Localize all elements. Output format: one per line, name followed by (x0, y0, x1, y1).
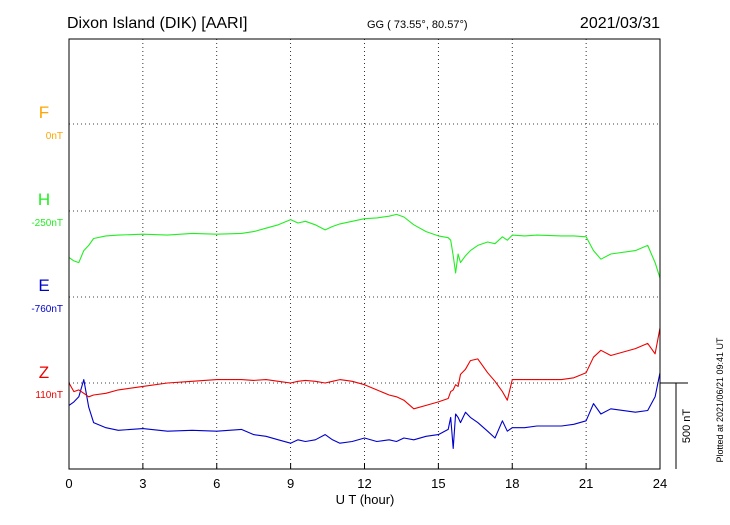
station-title: Dixon Island (DIK) [AARI] (67, 15, 248, 32)
series-name-z: Z (39, 363, 49, 382)
plotted-note: Plotted at 2021/06/21 09:41 UT (715, 337, 725, 463)
series-line-h (68, 213, 661, 279)
series-layer (68, 213, 661, 449)
x-tick-label: 12 (357, 476, 371, 491)
baseline-label-f: 0nT (46, 131, 63, 142)
baseline-label-z: 110nT (35, 390, 63, 401)
baseline-label-h: -250nT (31, 218, 63, 229)
x-tick-label: 24 (653, 476, 667, 491)
scale-bar: 500 nT (660, 382, 693, 469)
x-tick-label: 15 (431, 476, 445, 491)
station-coordinates: GG ( 73.55°, 80.57°) (367, 19, 468, 31)
label-layer: F 0nT H -250nT E -760nT Z 110nT (31, 103, 63, 401)
scale-bar-label: 500 nT (681, 409, 693, 444)
x-tick-label: 3 (139, 476, 146, 491)
grid-layer (69, 39, 660, 469)
baseline-label-e: -760nT (31, 304, 63, 315)
series-name-e: E (38, 276, 49, 295)
series-name-h: H (38, 190, 50, 209)
x-tick-label: 21 (579, 476, 593, 491)
axis-layer: 0 3 6 9 12 15 18 21 24 (65, 463, 667, 491)
x-axis-label: U T (hour) (336, 492, 395, 507)
series-line-e (68, 372, 661, 449)
x-tick-label: 9 (287, 476, 294, 491)
series-name-f: F (39, 103, 49, 122)
x-tick-label: 0 (65, 476, 72, 491)
chart-date: 2021/03/31 (580, 15, 660, 32)
x-tick-label: 6 (213, 476, 220, 491)
series-line-z (68, 327, 661, 410)
x-tick-label: 18 (505, 476, 519, 491)
